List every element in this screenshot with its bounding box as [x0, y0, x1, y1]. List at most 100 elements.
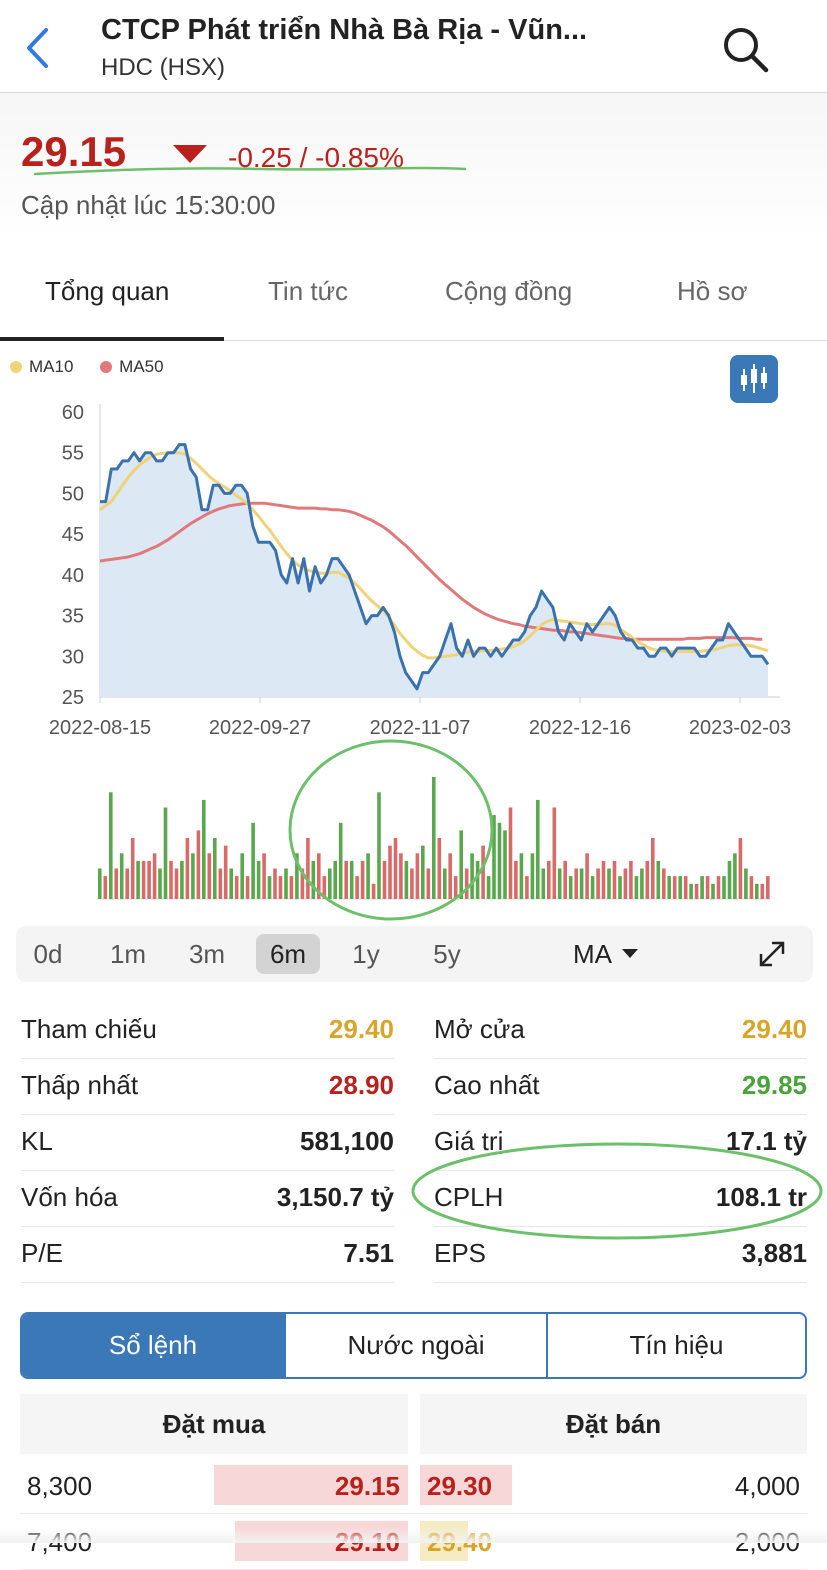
quote-panel: 29.15 -0.25 / -0.85% Cập nhật lúc 15:30:…: [0, 93, 827, 243]
hand-drawn-circle: [411, 1142, 823, 1240]
volume-bar: [716, 876, 721, 899]
price-chart[interactable]: 60 55 50 45 40 35 30 25 2022-08-15 2022-09-27 2022…: [0, 341, 827, 921]
ma10-dot-icon: [10, 361, 22, 373]
volume-bar: [711, 883, 715, 900]
volume-bar: [755, 883, 759, 900]
ma50-dot-icon: [100, 361, 113, 373]
segment-order-book[interactable]: Sổ lệnh: [22, 1314, 284, 1377]
x-tick-label: 2022-09-27: [209, 717, 311, 739]
volume-bar: [492, 815, 496, 899]
volume-bar: [448, 853, 452, 900]
volume-bar: [202, 799, 206, 899]
price-chart-area: 60 55 50 45 40 35 30 25 2022-08-15 2022-09-27 2022…: [0, 341, 827, 921]
volume-bar: [410, 868, 414, 899]
volume-bar: [377, 792, 381, 900]
volume-bar: [240, 853, 244, 900]
ma-indicator-select[interactable]: MA: [573, 934, 638, 974]
volume-bar: [147, 860, 151, 899]
volume-bar: [568, 876, 573, 899]
volume-bar: [667, 876, 671, 899]
volume-bar: [245, 876, 250, 899]
period-1y[interactable]: 1y: [352, 939, 380, 969]
y-tick-label: 55: [62, 443, 84, 465]
volume-bar: [295, 853, 299, 900]
update-time: Cập nhật lúc 15:30:00: [21, 190, 276, 220]
volume-bar: [300, 868, 305, 899]
volume-bar: [453, 876, 458, 899]
volume-bar: [404, 860, 409, 899]
volume-bar: [766, 876, 770, 899]
tab-profile[interactable]: Hồ sơ: [677, 276, 748, 306]
chevron-left-icon[interactable]: [22, 26, 52, 70]
period-5y[interactable]: 5y: [433, 939, 461, 969]
volume-bar: [262, 853, 266, 900]
volume-bar: [180, 860, 184, 899]
volume-bar: [579, 868, 584, 899]
volume-bar: [273, 868, 277, 899]
volume-bar: [651, 838, 655, 899]
caret-down-icon: [621, 949, 638, 958]
segment-foreign[interactable]: Nước ngoài: [347, 1330, 485, 1360]
bid-qty: 8,300: [27, 1471, 93, 1501]
volume-bar: [218, 868, 223, 899]
volume-bar: [618, 876, 622, 899]
bid-depth-bar: [214, 1465, 408, 1505]
volume-bar: [634, 876, 639, 899]
volume-bar: [530, 853, 535, 900]
volume-bar: [119, 853, 124, 900]
volume-bar: [415, 853, 420, 900]
volume-bar: [399, 853, 403, 900]
legend-ma50: MA50: [100, 357, 164, 376]
ask-price: 29.30: [427, 1471, 493, 1501]
volume-bar: [656, 860, 661, 899]
period-3m[interactable]: 3m: [188, 939, 226, 969]
period-6m[interactable]: 6m: [256, 934, 320, 974]
y-tick-label: 30: [62, 646, 84, 668]
volume-bar: [191, 853, 195, 900]
segment-signals[interactable]: Tín hiệu: [629, 1330, 724, 1360]
volume-bar: [700, 876, 704, 899]
expand-icon[interactable]: [756, 938, 788, 970]
tab-news[interactable]: Tin tức: [268, 276, 349, 306]
volume-bar: [470, 853, 474, 900]
app-header: CTCP Phát triển Nhà Bà Rịa - Vũn... HDC …: [0, 0, 827, 93]
volume-bar: [694, 883, 699, 900]
current-price: 29.15: [21, 128, 127, 175]
x-tick-label: 2023-02-03: [689, 717, 791, 739]
volume-bar: [251, 822, 255, 900]
volume-bar: [612, 860, 617, 899]
candlestick-toggle-icon[interactable]: [730, 355, 778, 403]
volume-bar: [432, 777, 436, 899]
stat-row: Cao nhất 29.85: [434, 1058, 807, 1115]
stat-row: Mở cửa 29.40: [434, 1002, 807, 1059]
search-icon[interactable]: [720, 24, 770, 74]
volume-bar: [284, 868, 288, 899]
volume-bar: [185, 838, 190, 899]
volume-bar: [174, 868, 179, 899]
price-area-fill: [100, 444, 768, 697]
period-selector: 0d 1m 3m 6m 1y 5y MA: [16, 926, 813, 982]
y-tick-label: 50: [62, 483, 84, 505]
period-1m[interactable]: 1m: [109, 939, 147, 969]
volume-bar: [229, 868, 233, 899]
volume-bar: [125, 868, 129, 899]
volume-bar: [114, 868, 118, 899]
tab-community[interactable]: Cộng đồng: [445, 276, 573, 306]
volume-bar: [152, 853, 157, 900]
volume-bar: [525, 876, 529, 899]
volume-bar: [705, 876, 710, 899]
volume-bar: [727, 860, 732, 899]
period-0d[interactable]: 0d: [33, 939, 63, 969]
y-tick-label: 25: [62, 687, 84, 709]
volume-bar: [744, 868, 748, 899]
volume-bar: [349, 860, 354, 899]
volume-bar: [426, 868, 431, 899]
tab-overview[interactable]: Tổng quan: [45, 276, 170, 306]
segment-divider: [284, 1314, 286, 1377]
ma10-line: [99, 451, 769, 660]
volume-bar: [169, 860, 173, 899]
volume-bar: [141, 860, 146, 899]
volume-bar: [563, 860, 567, 899]
volume-bar: [459, 830, 463, 899]
legend-ma10: MA10: [10, 357, 73, 376]
